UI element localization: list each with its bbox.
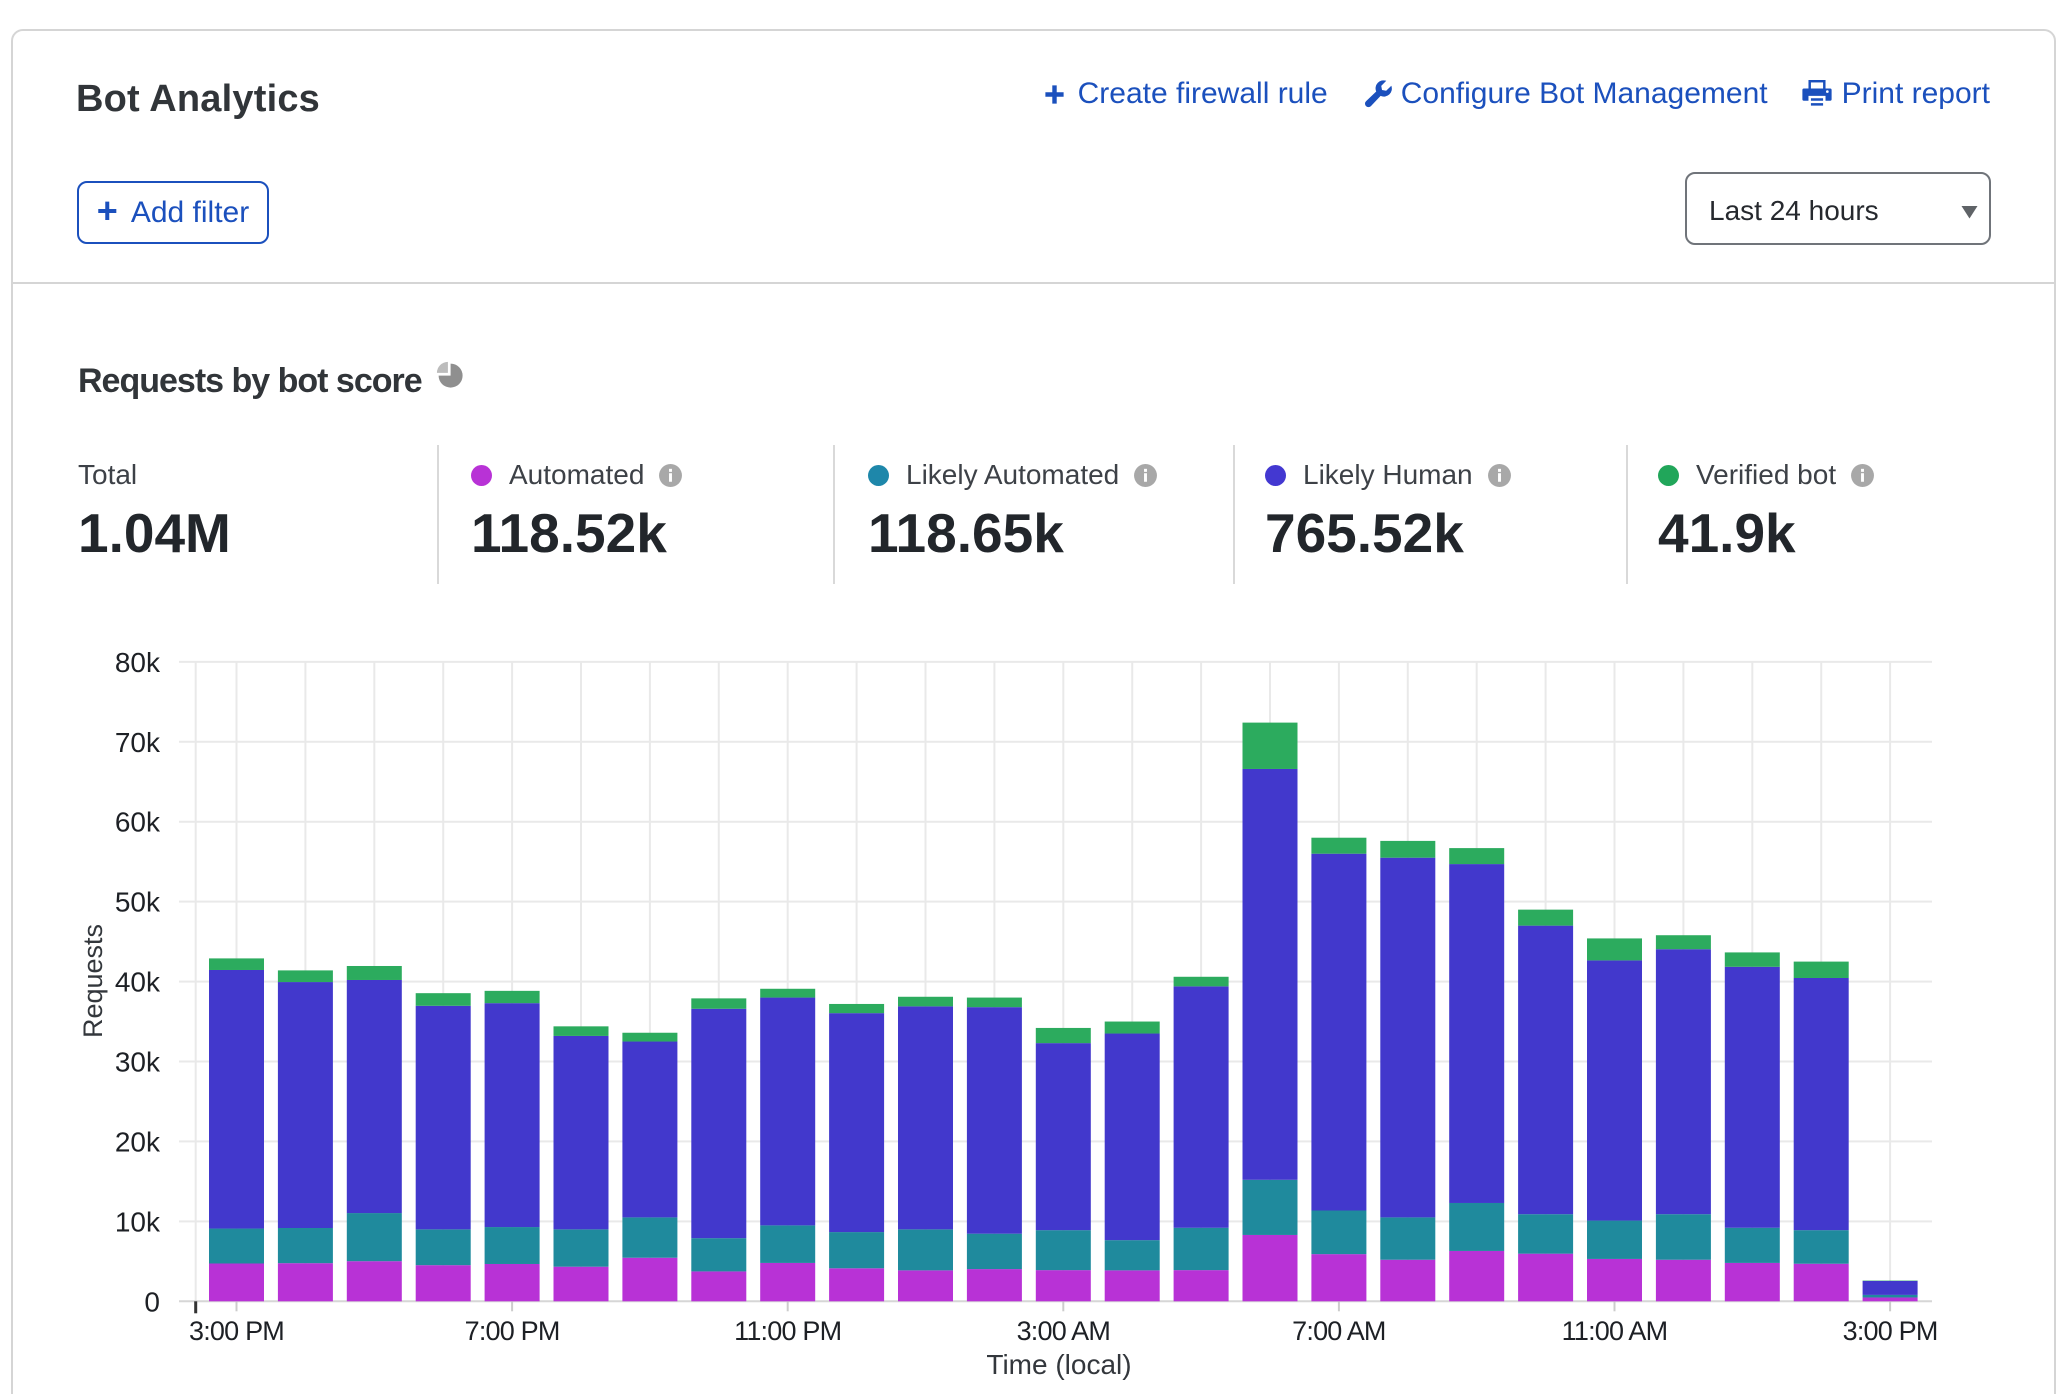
svg-text:7:00 AM: 7:00 AM [1292, 1316, 1385, 1346]
svg-text:Requests: Requests [78, 924, 108, 1038]
svg-text:60k: 60k [115, 807, 161, 838]
svg-text:30k: 30k [115, 1047, 161, 1078]
svg-text:10k: 10k [115, 1206, 161, 1237]
svg-text:11:00 AM: 11:00 AM [1562, 1316, 1668, 1346]
svg-text:3:00 PM: 3:00 PM [189, 1316, 284, 1346]
svg-text:20k: 20k [115, 1126, 161, 1157]
svg-text:70k: 70k [115, 727, 161, 758]
svg-text:0: 0 [144, 1286, 160, 1317]
svg-text:7:00 PM: 7:00 PM [465, 1316, 560, 1346]
svg-text:11:00 PM: 11:00 PM [734, 1316, 841, 1346]
svg-text:3:00 PM: 3:00 PM [1843, 1316, 1938, 1346]
svg-text:80k: 80k [115, 647, 161, 678]
svg-text:40k: 40k [115, 967, 161, 998]
svg-text:3:00 AM: 3:00 AM [1017, 1316, 1110, 1346]
svg-text:Time (local): Time (local) [986, 1349, 1131, 1380]
svg-text:50k: 50k [115, 887, 161, 918]
